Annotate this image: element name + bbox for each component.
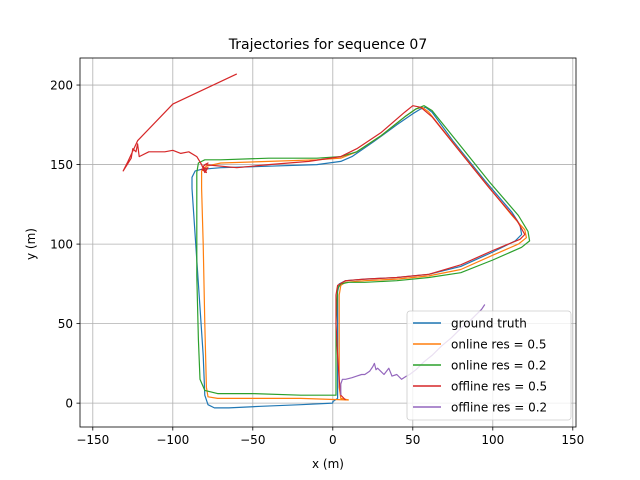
x-tick-label: −50	[240, 433, 265, 447]
x-axis-label: x (m)	[312, 457, 344, 471]
legend-box	[406, 310, 572, 421]
y-tick-label: 150	[50, 158, 73, 172]
x-tick-label: −150	[76, 433, 109, 447]
legend-label: ground truth	[451, 317, 527, 331]
legend-label: online res = 0.2	[451, 359, 547, 373]
series-lines	[122, 73, 531, 409]
series-line-4	[122, 73, 526, 401]
legend-label: offline res = 0.2	[451, 401, 547, 415]
x-tick-label: 0	[329, 433, 337, 447]
x-tick-label: 50	[405, 433, 420, 447]
y-tick-label: 200	[50, 79, 73, 93]
legend-label: online res = 0.5	[451, 338, 547, 352]
y-axis-label: y (m)	[24, 228, 38, 260]
legend: ground truth online res = 0.5 online res =…	[406, 310, 572, 421]
grid-lines	[80, 58, 576, 427]
axis-ticks: −150 −100 −50 0 50 100 150 0 50 100 150 200	[50, 79, 584, 447]
y-tick-label: 100	[50, 238, 73, 252]
legend-label: offline res = 0.5	[451, 380, 547, 394]
x-tick-label: 150	[561, 433, 584, 447]
x-tick-label: −100	[156, 433, 189, 447]
y-tick-label: 50	[58, 317, 73, 331]
x-tick-label: 100	[481, 433, 504, 447]
axes-frame	[79, 57, 577, 428]
y-tick-label: 0	[65, 397, 73, 411]
chart-title: Trajectories for sequence 07	[228, 37, 428, 53]
